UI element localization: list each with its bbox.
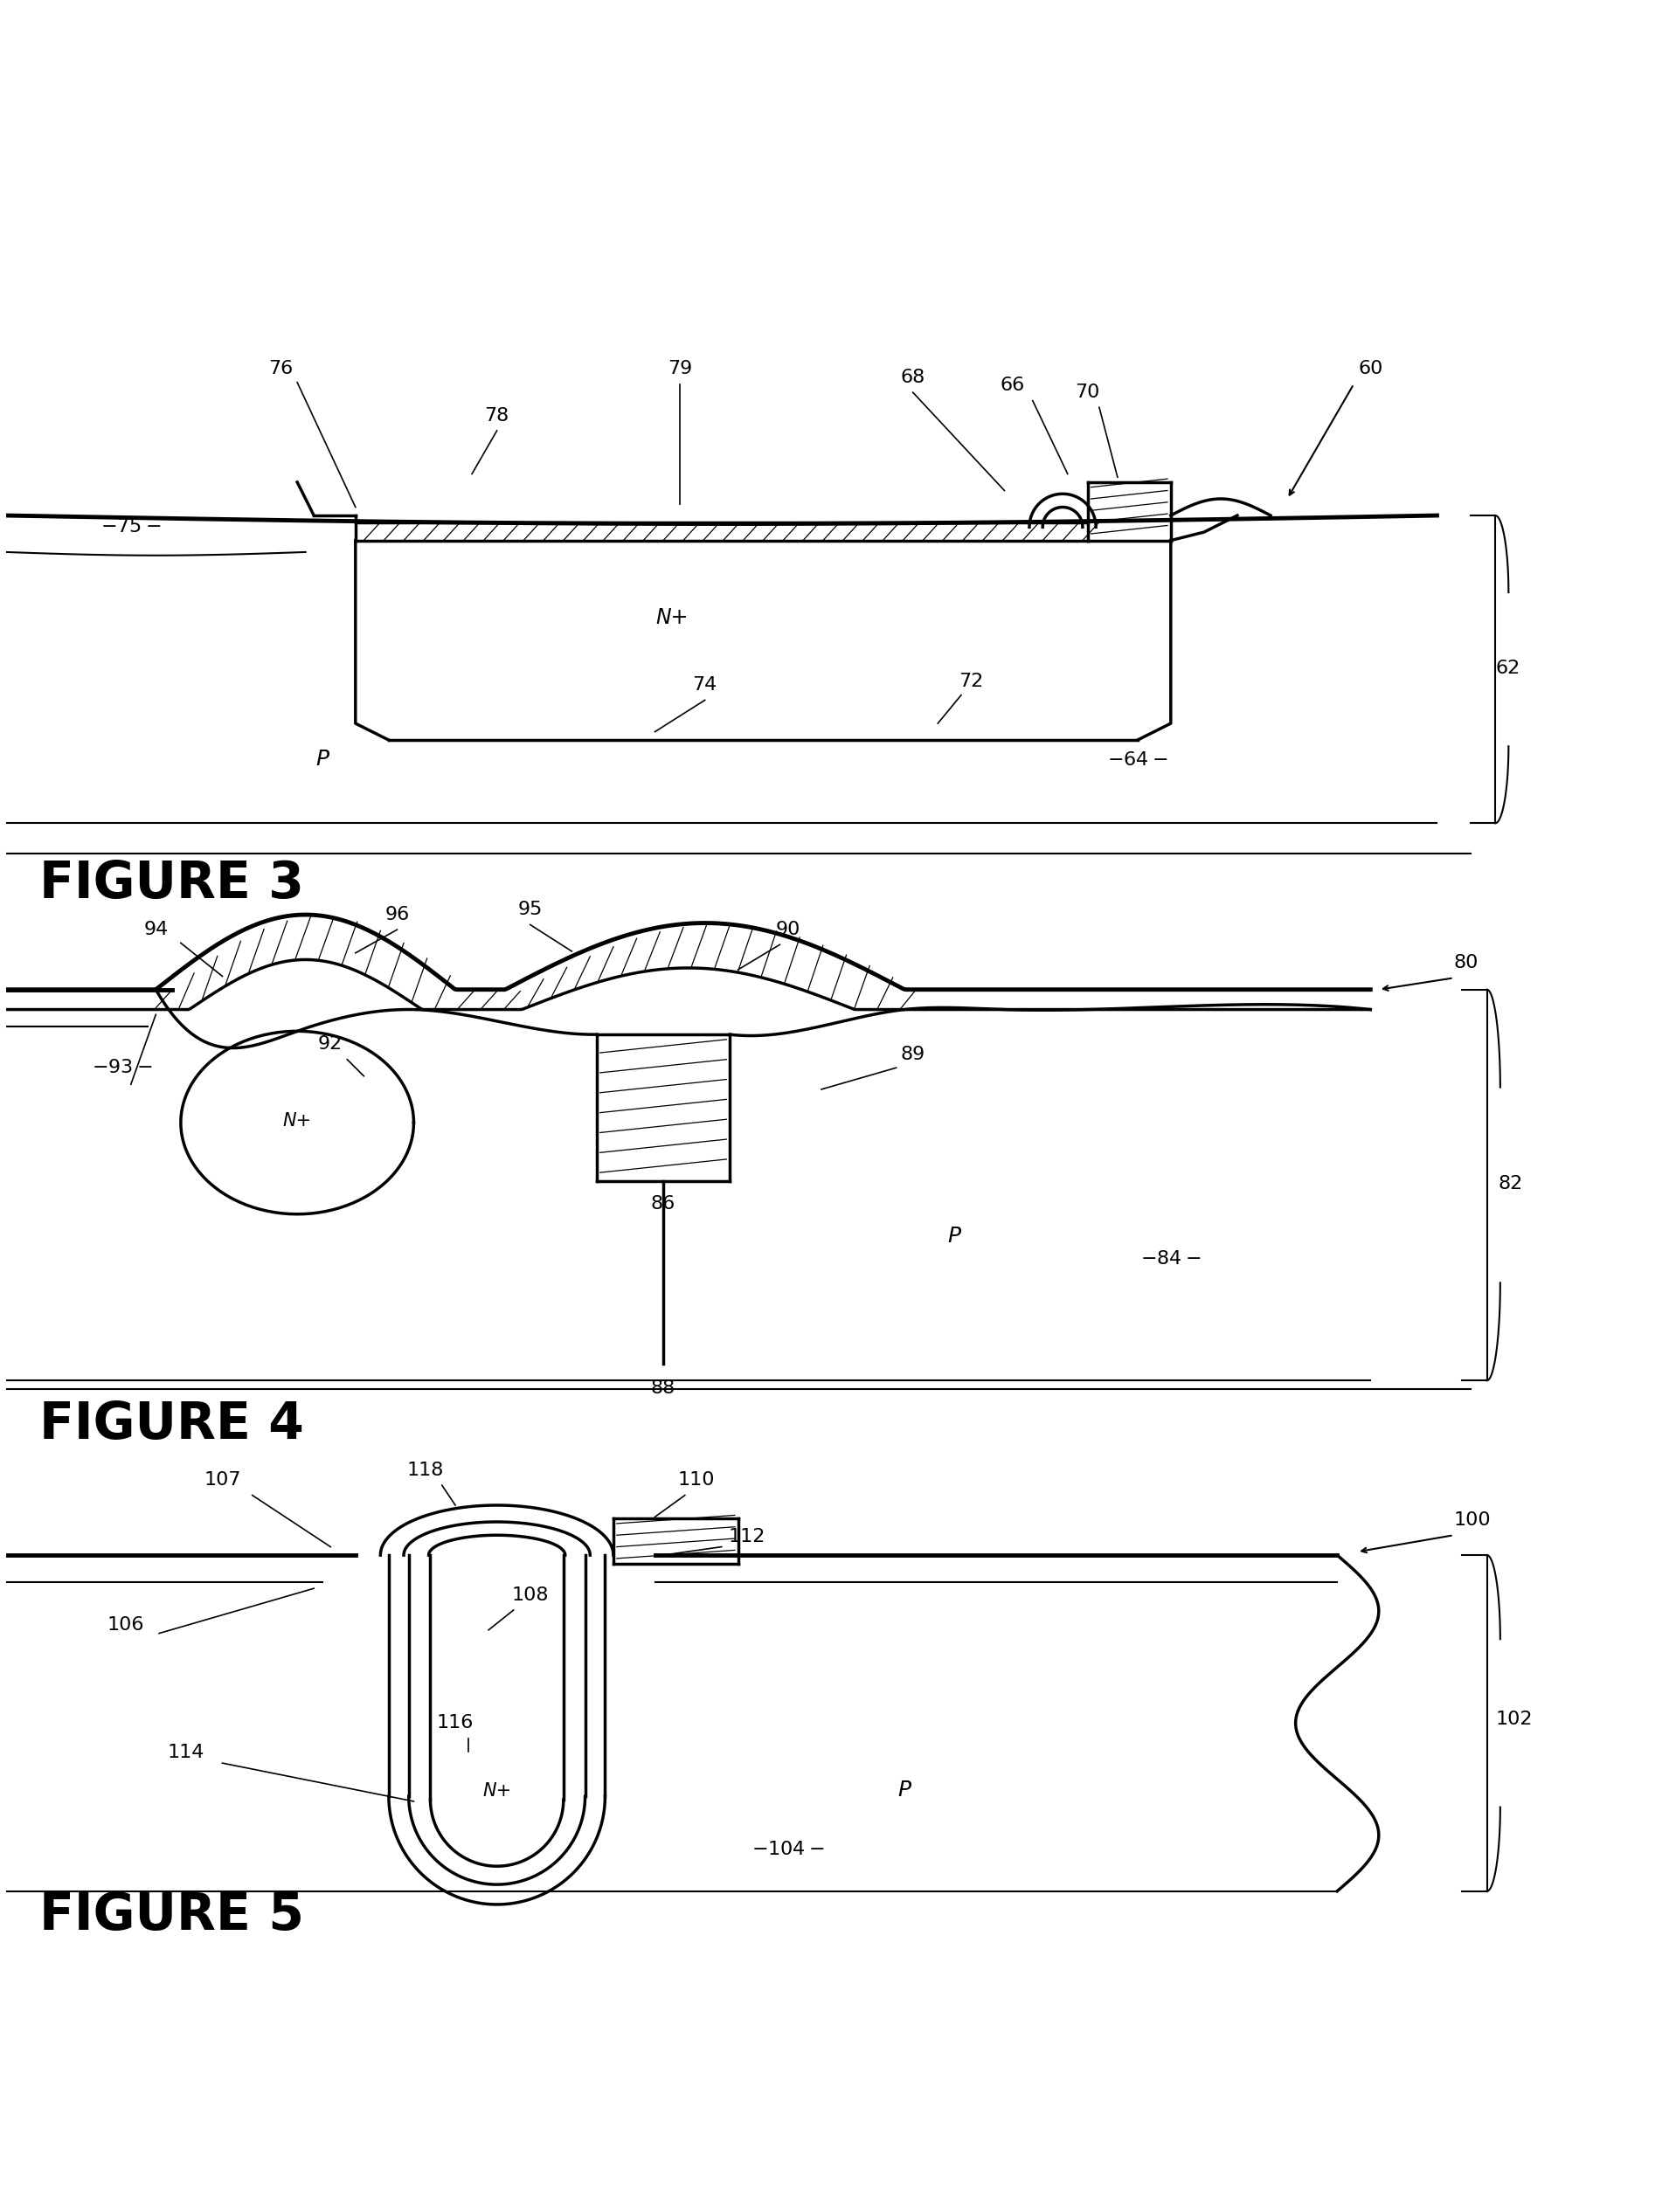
Text: P: P bbox=[949, 1225, 960, 1248]
Text: FIGURE 3: FIGURE 3 bbox=[39, 858, 303, 909]
Text: 88: 88 bbox=[650, 1380, 675, 1398]
Text: 70: 70 bbox=[1076, 383, 1099, 400]
Text: 80: 80 bbox=[1453, 953, 1478, 971]
Text: 108: 108 bbox=[511, 1586, 548, 1604]
Text: 60: 60 bbox=[1358, 361, 1383, 378]
Text: 92: 92 bbox=[318, 1035, 344, 1053]
Text: 89: 89 bbox=[900, 1046, 925, 1064]
Text: 72: 72 bbox=[959, 672, 984, 690]
Text: $-64-$: $-64-$ bbox=[1108, 752, 1168, 768]
Text: FIGURE 4: FIGURE 4 bbox=[39, 1400, 303, 1449]
Text: 118: 118 bbox=[407, 1462, 444, 1480]
Text: 100: 100 bbox=[1453, 1511, 1492, 1528]
Text: 82: 82 bbox=[1498, 1175, 1523, 1192]
Text: 79: 79 bbox=[667, 361, 692, 378]
Text: $-84-$: $-84-$ bbox=[1140, 1250, 1202, 1267]
Text: 76: 76 bbox=[268, 361, 293, 378]
Text: 94: 94 bbox=[144, 920, 168, 938]
Text: P: P bbox=[315, 748, 328, 770]
Text: 78: 78 bbox=[484, 407, 510, 425]
Text: 112: 112 bbox=[727, 1528, 764, 1546]
Text: 106: 106 bbox=[107, 1617, 144, 1632]
Text: 102: 102 bbox=[1495, 1710, 1532, 1728]
Text: 74: 74 bbox=[692, 677, 717, 695]
Text: 86: 86 bbox=[650, 1194, 675, 1212]
Text: 107: 107 bbox=[204, 1471, 241, 1489]
Text: $-93-$: $-93-$ bbox=[92, 1060, 153, 1077]
Text: 116: 116 bbox=[437, 1714, 474, 1732]
Text: FIGURE 5: FIGURE 5 bbox=[39, 1889, 303, 1940]
Text: 96: 96 bbox=[385, 905, 409, 922]
Text: 66: 66 bbox=[1001, 376, 1026, 394]
Text: $-104-$: $-104-$ bbox=[751, 1840, 825, 1858]
Text: $-75-$: $-75-$ bbox=[101, 518, 161, 535]
Text: 90: 90 bbox=[776, 920, 801, 938]
Text: 95: 95 bbox=[518, 900, 543, 918]
Text: 114: 114 bbox=[168, 1743, 204, 1761]
Text: 62: 62 bbox=[1495, 659, 1520, 677]
Text: P: P bbox=[898, 1781, 912, 1801]
Text: N+: N+ bbox=[483, 1783, 511, 1801]
Text: N+: N+ bbox=[655, 606, 687, 628]
Text: N+: N+ bbox=[283, 1113, 312, 1130]
Text: 68: 68 bbox=[900, 369, 925, 385]
Text: 110: 110 bbox=[679, 1471, 716, 1489]
